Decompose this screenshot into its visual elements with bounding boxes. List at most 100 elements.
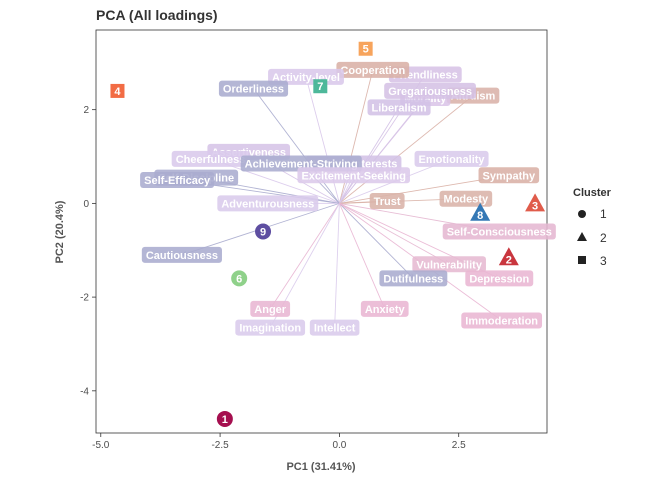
- legend-entry-3: 3: [600, 254, 607, 268]
- loading-label-immoderation: Immoderation: [461, 312, 543, 329]
- x-tick-label: -5.0: [92, 440, 110, 451]
- cluster-point-label: 2: [506, 254, 512, 266]
- loading-label-liberalism: Liberalism: [367, 99, 431, 116]
- loading-label-text: Anxiety: [365, 304, 406, 316]
- loading-label-cooperation: Cooperation: [336, 61, 410, 78]
- legend-entry-2: 2: [600, 231, 607, 245]
- loading-label-trust: Trust: [369, 193, 405, 210]
- loading-arrow-liberalism: [339, 107, 400, 204]
- loading-label-bg: [369, 193, 405, 210]
- loading-arrow-anxiety: [338, 203, 386, 309]
- loading-label-bg: [379, 270, 448, 287]
- loading-label-depression: Depression: [465, 270, 534, 287]
- square-marker: [358, 41, 373, 56]
- loading-label-bg: [171, 150, 250, 167]
- chart-title: PCA (All loadings): [96, 7, 218, 23]
- y-tick-label: -4: [80, 386, 89, 397]
- loading-label-vulnerability: Vulnerability: [412, 256, 486, 273]
- cluster-point-2: 2: [498, 247, 519, 266]
- legend-circle-icon: [578, 210, 586, 218]
- loading-label-bg: [250, 300, 291, 317]
- loading-label-text: Imagination: [239, 323, 301, 335]
- cluster-point-label: 7: [317, 81, 323, 93]
- loading-label-gregariousness: Gregariousness: [384, 82, 476, 99]
- loading-arrow-vulnerability: [339, 202, 450, 265]
- cluster-point-1: 1: [216, 410, 233, 427]
- x-tick-label: 0.0: [332, 440, 346, 451]
- loading-label-excitement-seeking: Excitement-Seeking: [297, 167, 410, 184]
- legend: Cluster 1 2 3: [573, 187, 612, 268]
- loading-label-text: Cautiousness: [146, 250, 218, 262]
- loading-label-text: Adventurousness: [221, 198, 314, 210]
- loading-label-text: Gregariousness: [388, 86, 472, 98]
- x-axis-ticks: -5.0 -2.5 0.0 2.5: [92, 433, 466, 451]
- loading-label-bg: [217, 195, 319, 212]
- loading-label-bg: [461, 312, 543, 329]
- loading-arrow-anger: [269, 203, 340, 310]
- loading-label-bg: [384, 82, 476, 99]
- loading-arrow-activity-level: [305, 76, 340, 204]
- loading-arrow-orderliness: [253, 88, 340, 204]
- loading-label-text: Emotionality: [419, 154, 486, 166]
- circle-marker: [231, 270, 248, 287]
- legend-square-icon: [578, 256, 586, 264]
- loading-label-bg: [412, 256, 486, 273]
- loading-label-anger: Anger: [250, 300, 291, 317]
- loading-label-text: Modesty: [444, 194, 490, 206]
- loading-label-bg: [442, 223, 556, 240]
- loading-label-bg: [465, 270, 534, 287]
- x-tick-label: -2.5: [211, 440, 229, 451]
- cluster-point-label: 8: [477, 210, 483, 222]
- loading-label-cheerfulness: Cheerfulness: [171, 150, 250, 167]
- cluster-point-label: 3: [532, 200, 538, 212]
- loading-label-text: Cooperation: [340, 65, 405, 77]
- cluster-point-8: 8: [470, 202, 491, 222]
- loading-label-bg: [297, 167, 410, 184]
- loading-label-bg: [140, 171, 215, 188]
- loading-label-text: Depression: [469, 273, 529, 285]
- loading-label-orderliness: Orderliness: [218, 80, 289, 97]
- loading-label-text: Orderliness: [223, 84, 284, 96]
- loading-label-bg: [218, 80, 289, 97]
- y-tick-label: -2: [80, 293, 89, 304]
- cluster-point-label: 5: [363, 44, 369, 56]
- loading-label-text: Immoderation: [465, 316, 538, 328]
- cluster-point-label: 9: [260, 227, 266, 239]
- loading-arrow-altruism: [339, 95, 474, 204]
- cluster-point-7: 7: [313, 79, 328, 94]
- loading-label-imagination: Imagination: [235, 319, 306, 336]
- cluster-point-4: 4: [110, 83, 125, 98]
- loading-label-adventurousness: Adventurousness: [217, 195, 319, 212]
- loading-label-text: Sympathy: [483, 170, 536, 182]
- circle-marker: [255, 223, 272, 240]
- loading-label-text: Cheerfulness: [176, 154, 246, 166]
- cluster-point-label: 6: [236, 273, 242, 285]
- loading-arrow-intellect: [334, 203, 340, 328]
- loading-label-text: Self-Consciousness: [447, 227, 552, 239]
- loading-label-modesty: Modesty: [439, 190, 493, 207]
- loading-labels: FriendlinessCooperationActivity-levelOrd…: [140, 61, 556, 336]
- cluster-point-3: 3: [525, 193, 546, 212]
- loading-label-bg: [235, 319, 306, 336]
- square-marker: [313, 79, 328, 94]
- loading-label-emotionality: Emotionality: [414, 150, 489, 167]
- loading-label-text: Excitement-Seeking: [301, 170, 406, 182]
- loading-label-dutifulness: Dutifulness: [379, 270, 448, 287]
- cluster-point-5: 5: [358, 41, 373, 56]
- cluster-point-6: 6: [231, 270, 248, 287]
- loading-label-bg: [141, 246, 222, 263]
- legend-title: Cluster: [573, 187, 612, 199]
- loading-label-bg: [414, 150, 489, 167]
- square-marker: [110, 83, 125, 98]
- loading-label-text: Anger: [254, 304, 287, 316]
- y-tick-label: 2: [83, 105, 89, 116]
- loading-arrow-dutifulness: [339, 203, 414, 279]
- circle-marker: [216, 410, 233, 427]
- loading-label-self-consciousness: Self-Consciousness: [442, 223, 556, 240]
- loading-label-bg: [336, 61, 410, 78]
- loading-label-bg: [439, 190, 493, 207]
- loading-label-intellect: Intellect: [309, 319, 360, 336]
